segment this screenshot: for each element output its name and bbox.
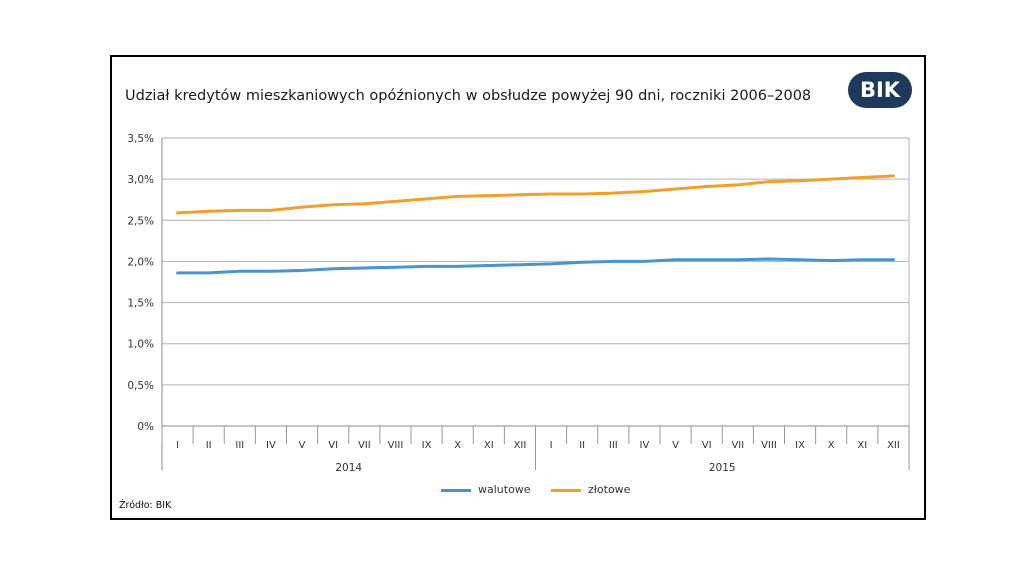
- bik-logo: BIK: [848, 72, 912, 108]
- y-tick-label: 2,5%: [127, 215, 154, 227]
- chart-title: Udział kredytów mieszkaniowych opóźniony…: [125, 88, 812, 104]
- y-tick-label: 3,5%: [127, 133, 154, 145]
- x-tick-label: XII: [514, 440, 527, 451]
- x-tick-label: XI: [857, 440, 867, 451]
- y-tick-label: 2,0%: [127, 256, 154, 268]
- y-tick-label: 0%: [137, 421, 154, 433]
- y-tick-label: 3,0%: [127, 174, 154, 186]
- x-tick-label: XI: [484, 440, 494, 451]
- legend-label-zlotowe: złotowe: [588, 483, 631, 496]
- x-tick-label: VI: [702, 440, 712, 451]
- x-tick-label: IX: [422, 440, 432, 451]
- legend-label-walutowe: walutowe: [478, 483, 531, 496]
- x-tick-label: I: [176, 440, 179, 451]
- chart-frame: [110, 55, 926, 520]
- legend-swatch-zlotowe: [551, 489, 581, 492]
- y-tick-label: 1,0%: [127, 339, 154, 351]
- x-tick-label: V: [672, 440, 679, 451]
- x-tick-label: V: [299, 440, 306, 451]
- x-tick-label: IV: [266, 440, 276, 451]
- year-label: 2015: [709, 462, 736, 474]
- x-tick-label: X: [454, 440, 461, 451]
- x-tick-label: IV: [640, 440, 650, 451]
- x-tick-label: VIII: [388, 440, 404, 451]
- x-tick-label: X: [828, 440, 835, 451]
- x-tick-label: VII: [358, 440, 371, 451]
- x-tick-label: IX: [795, 440, 805, 451]
- x-tick-label: II: [579, 440, 585, 451]
- source-note: Źródło: BIK: [119, 500, 172, 511]
- x-tick-label: III: [235, 440, 244, 451]
- y-tick-label: 0,5%: [127, 380, 154, 392]
- x-tick-label: VII: [731, 440, 744, 451]
- x-tick-label: XII: [887, 440, 900, 451]
- x-tick-label: I: [550, 440, 553, 451]
- x-tick-label: VI: [328, 440, 338, 451]
- x-tick-label: III: [609, 440, 618, 451]
- year-label: 2014: [335, 462, 362, 474]
- series-line-zlotowe: [176, 174, 895, 215]
- series-line-walutowe: [176, 257, 895, 275]
- x-tick-label: II: [206, 440, 212, 451]
- legend-swatch-walutowe: [441, 489, 471, 492]
- y-tick-label: 1,5%: [127, 298, 154, 310]
- x-tick-label: VIII: [761, 440, 777, 451]
